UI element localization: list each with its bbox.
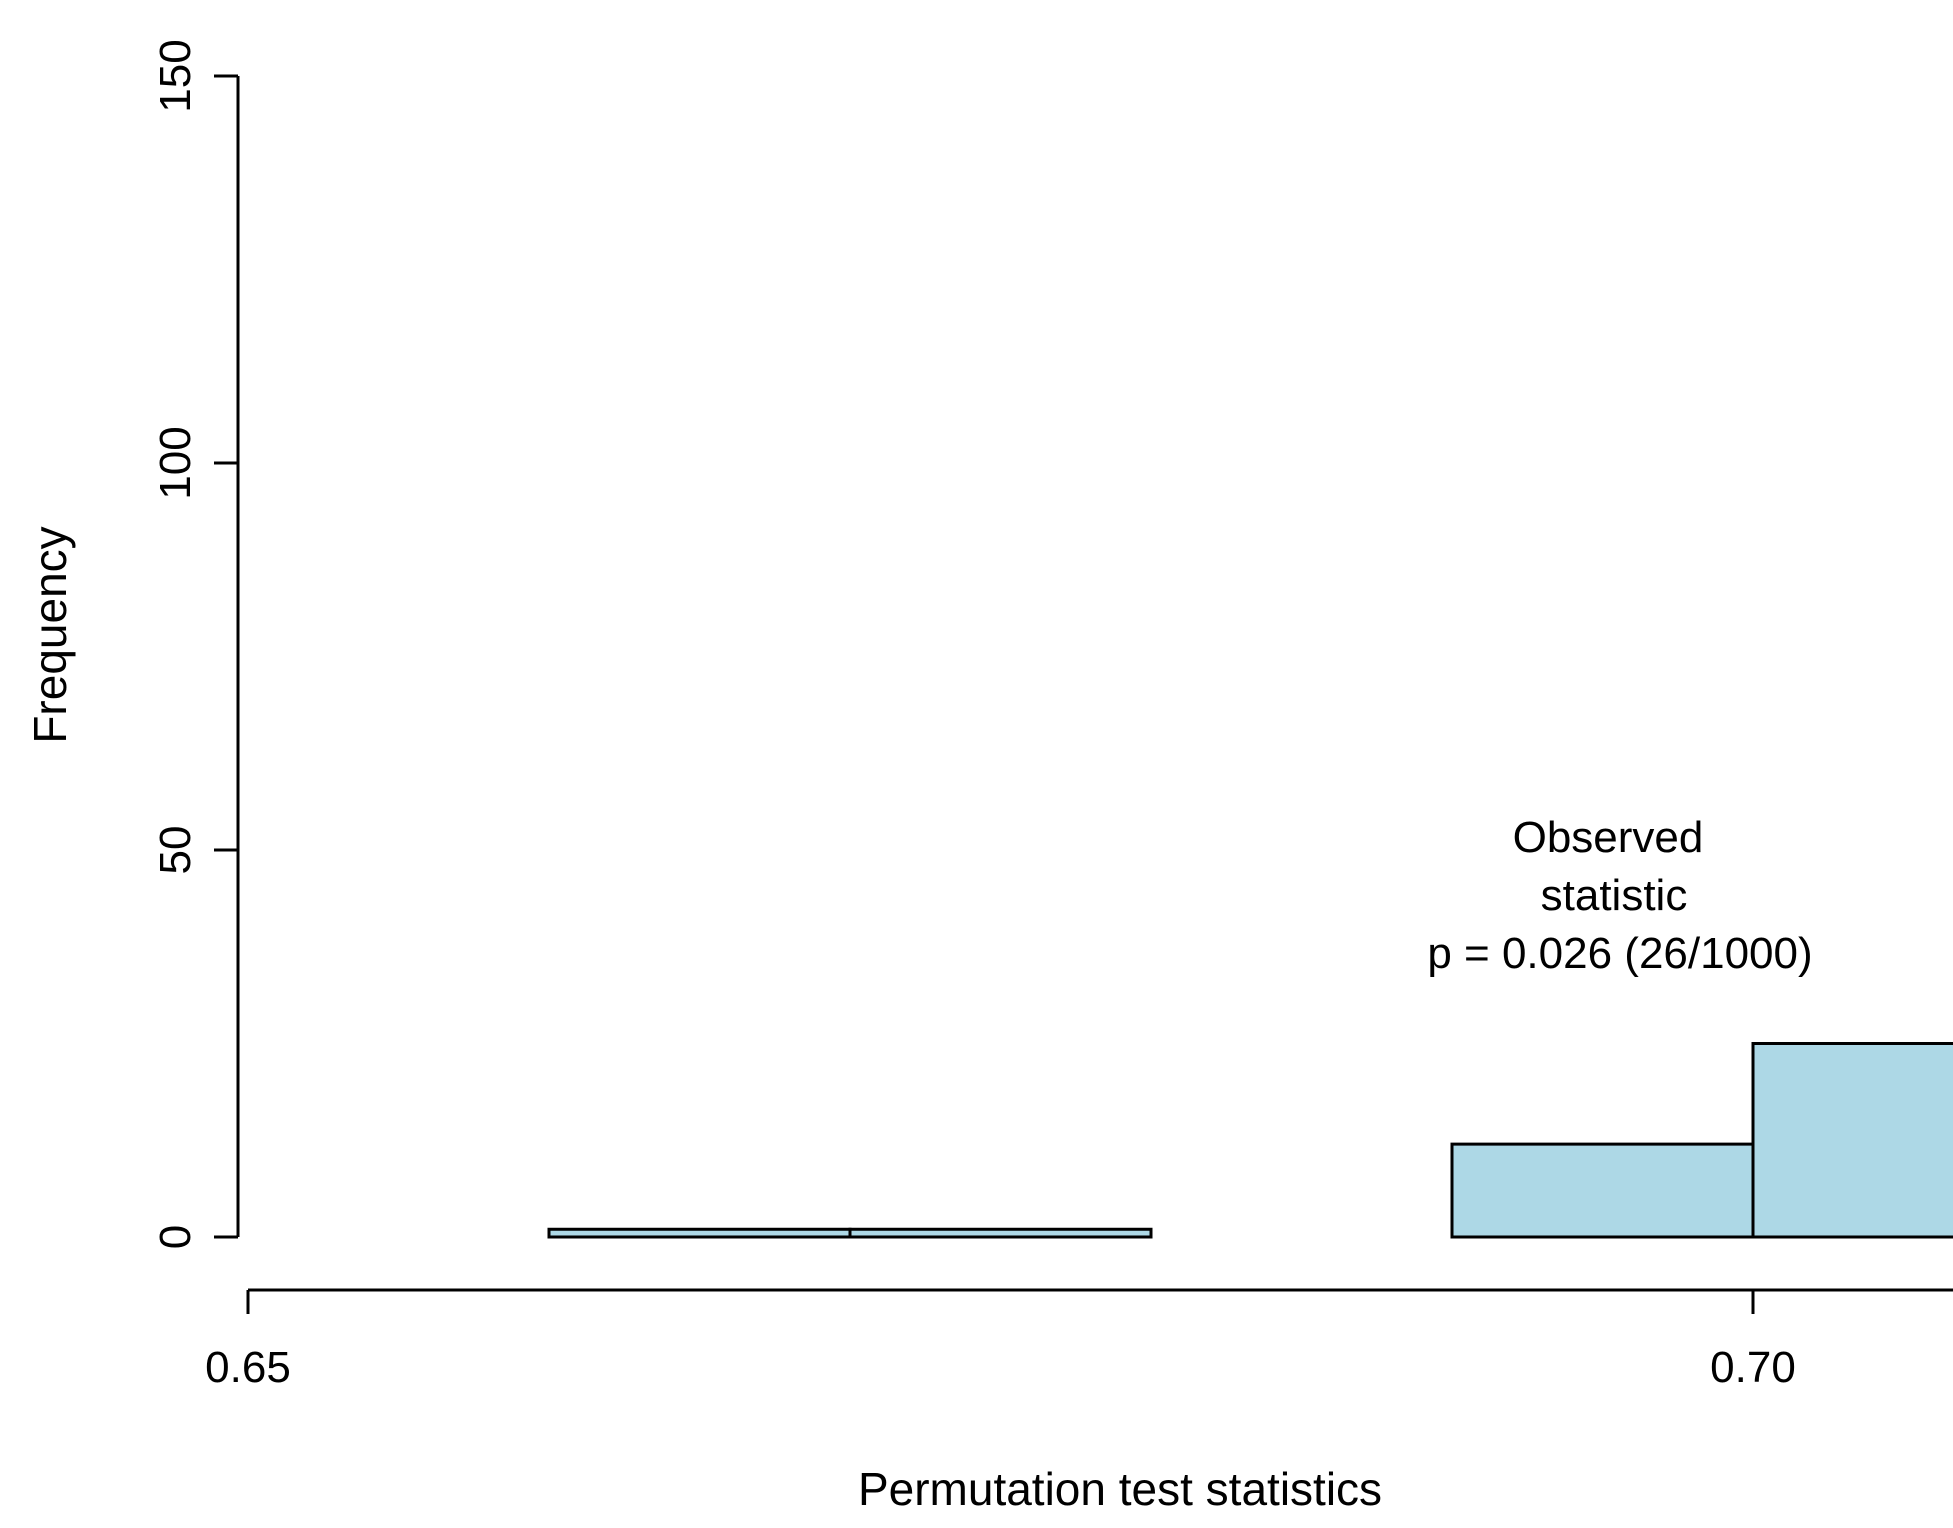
y-tick-label: 150 — [151, 39, 200, 112]
histogram-bar — [1751, 1042, 1953, 1239]
histogram-bar — [547, 1227, 852, 1239]
annotation-line-observed: Observed — [1513, 813, 1704, 862]
y-axis-ticks: 0 50 100 150 — [151, 39, 238, 1249]
histogram-bar — [1450, 1142, 1755, 1239]
x-axis-ticks: 0.650.700.750.800.850.90 — [205, 1290, 1796, 1392]
x-tick-label: 0.70 — [1710, 1343, 1796, 1392]
y-tick-label: 50 — [151, 826, 200, 875]
bars-group — [547, 1042, 1953, 1239]
annotation-line-pvalue: p = 0.026 (26/1000) — [1427, 929, 1812, 978]
annotation-line-statistic: statistic — [1541, 871, 1688, 920]
y-tick-label: 100 — [151, 426, 200, 499]
x-tick-label: 0.65 — [205, 1343, 291, 1392]
y-axis-title: Frequency — [24, 526, 76, 743]
observed-statistic-annotation: Observed statistic p = 0.026 (26/1000) — [1427, 813, 1812, 978]
histogram-bar — [848, 1227, 1153, 1239]
y-tick-label: 0 — [151, 1225, 200, 1249]
x-axis-title: Permutation test statistics — [858, 1463, 1382, 1515]
